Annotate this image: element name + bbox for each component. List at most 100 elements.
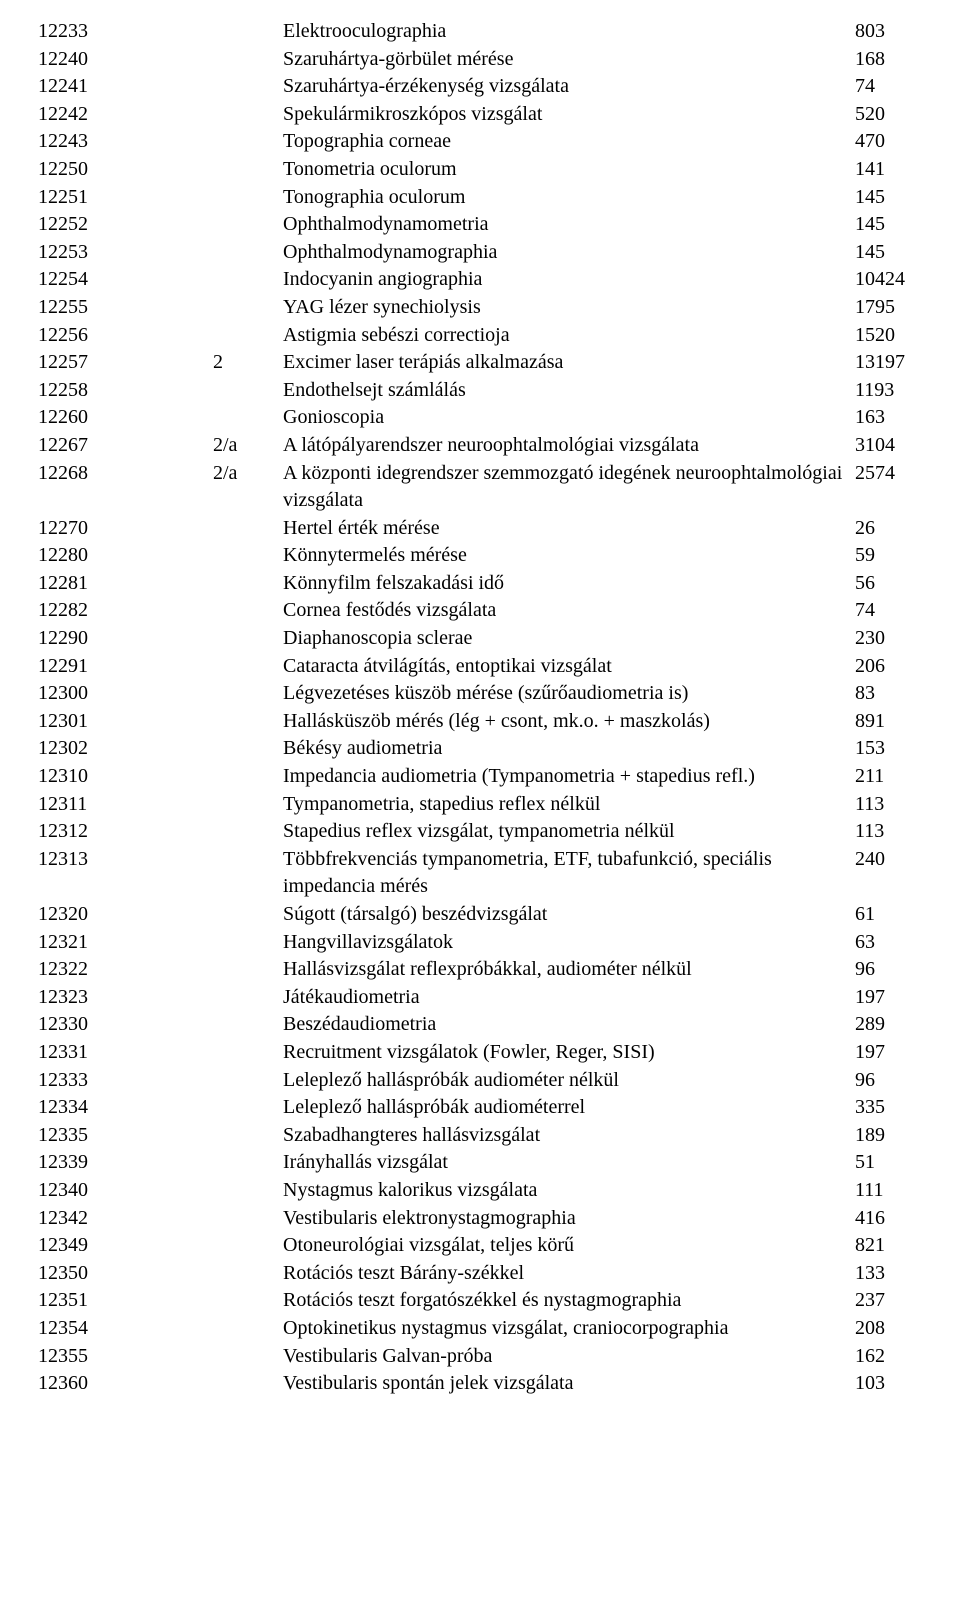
code-cell: 12281 bbox=[0, 570, 213, 598]
table-row: 12253Ophthalmodynamographia145 bbox=[0, 239, 960, 267]
description-cell: Szaruhártya-érzékenység vizsgálata bbox=[283, 73, 855, 101]
table-row: 12252Ophthalmodynamometria145 bbox=[0, 211, 960, 239]
code-cell: 12243 bbox=[0, 128, 213, 156]
code-cell: 12242 bbox=[0, 101, 213, 129]
code-cell: 12360 bbox=[0, 1370, 213, 1398]
table-row: 12233Elektrooculographia803 bbox=[0, 18, 960, 46]
value-cell: 113 bbox=[855, 818, 960, 846]
code-cell: 12267 bbox=[0, 432, 213, 460]
table-row: 12351Rotációs teszt forgatószékkel és ny… bbox=[0, 1287, 960, 1315]
table-row: 12243Topographia corneae470 bbox=[0, 128, 960, 156]
table-row: 12251Tonographia oculorum145 bbox=[0, 184, 960, 212]
table-row: 12323Játékaudiometria197 bbox=[0, 984, 960, 1012]
value-cell: 56 bbox=[855, 570, 960, 598]
description-cell: Súgott (társalgó) beszédvizsgálat bbox=[283, 901, 855, 929]
description-cell: Rotációs teszt Bárány-székkel bbox=[283, 1260, 855, 1288]
table-row: 12301Hallásküszöb mérés (lég + csont, mk… bbox=[0, 708, 960, 736]
value-cell: 141 bbox=[855, 156, 960, 184]
description-cell: Vestibularis spontán jelek vizsgálata bbox=[283, 1370, 855, 1398]
value-cell: 189 bbox=[855, 1122, 960, 1150]
table-row: 12339Irányhallás vizsgálat51 bbox=[0, 1149, 960, 1177]
description-cell: Hallásvizsgálat reflexpróbákkal, audiomé… bbox=[283, 956, 855, 984]
description-cell: Hertel érték mérése bbox=[283, 515, 855, 543]
value-cell: 335 bbox=[855, 1094, 960, 1122]
value-cell: 891 bbox=[855, 708, 960, 736]
description-cell: Irányhallás vizsgálat bbox=[283, 1149, 855, 1177]
value-cell: 168 bbox=[855, 46, 960, 74]
table-row: 12350Rotációs teszt Bárány-székkel133 bbox=[0, 1260, 960, 1288]
value-cell: 206 bbox=[855, 653, 960, 681]
description-cell: Békésy audiometria bbox=[283, 735, 855, 763]
value-cell: 74 bbox=[855, 597, 960, 625]
value-cell: 59 bbox=[855, 542, 960, 570]
description-cell: Szaruhártya-görbület mérése bbox=[283, 46, 855, 74]
code-cell: 12310 bbox=[0, 763, 213, 791]
description-cell: Tonometria oculorum bbox=[283, 156, 855, 184]
description-cell: Hallásküszöb mérés (lég + csont, mk.o. +… bbox=[283, 708, 855, 736]
table-row: 12282 Cornea festődés vizsgálata74 bbox=[0, 597, 960, 625]
description-cell: Diaphanoscopia sclerae bbox=[283, 625, 855, 653]
description-cell: Cataracta átvilágítás, entoptikai vizsgá… bbox=[283, 653, 855, 681]
value-cell: 208 bbox=[855, 1315, 960, 1343]
table-row: 12270Hertel érték mérése26 bbox=[0, 515, 960, 543]
code-cell: 12321 bbox=[0, 929, 213, 957]
description-cell: Astigmia sebészi correctioja bbox=[283, 322, 855, 350]
description-cell: Ophthalmodynamographia bbox=[283, 239, 855, 267]
code-cell: 12270 bbox=[0, 515, 213, 543]
code-cell: 12280 bbox=[0, 542, 213, 570]
value-cell: 289 bbox=[855, 1011, 960, 1039]
description-cell: A központi idegrendszer szemmozgató ideg… bbox=[283, 460, 855, 515]
table-row: 12320Súgott (társalgó) beszédvizsgálat61 bbox=[0, 901, 960, 929]
table-row: 12260Gonioscopia163 bbox=[0, 404, 960, 432]
description-cell: Beszédaudiometria bbox=[283, 1011, 855, 1039]
code-cell: 12349 bbox=[0, 1232, 213, 1260]
value-cell: 237 bbox=[855, 1287, 960, 1315]
table-row: 12290Diaphanoscopia sclerae230 bbox=[0, 625, 960, 653]
description-cell: A látópályarendszer neuroophtalmológiai … bbox=[283, 432, 855, 460]
value-cell: 211 bbox=[855, 763, 960, 791]
description-cell: Otoneurológiai vizsgálat, teljes körű bbox=[283, 1232, 855, 1260]
table-row: 12334Leleplező halláspróbák audiométerre… bbox=[0, 1094, 960, 1122]
description-cell: Vestibularis Galvan-próba bbox=[283, 1343, 855, 1371]
value-cell: 2574 bbox=[855, 460, 960, 488]
code-cell: 12342 bbox=[0, 1205, 213, 1233]
code-cell: 12312 bbox=[0, 818, 213, 846]
description-cell: Topographia corneae bbox=[283, 128, 855, 156]
value-cell: 10424 bbox=[855, 266, 960, 294]
table-row: 12312 Stapedius reflex vizsgálat, tympano… bbox=[0, 818, 960, 846]
description-cell: Tonographia oculorum bbox=[283, 184, 855, 212]
value-cell: 153 bbox=[855, 735, 960, 763]
code-cell: 12335 bbox=[0, 1122, 213, 1150]
description-cell: Excimer laser terápiás alkalmazása bbox=[283, 349, 855, 377]
description-cell: Hangvillavizsgálatok bbox=[283, 929, 855, 957]
table-row: 12360 Vestibularis spontán jelek vizsgála… bbox=[0, 1370, 960, 1398]
document-table: 12233Elektrooculographia80312240Szaruhár… bbox=[0, 18, 960, 1398]
table-row: 12242 Spekulármikroszkópos vizsgálat520 bbox=[0, 101, 960, 129]
table-row: 12291Cataracta átvilágítás, entoptikai v… bbox=[0, 653, 960, 681]
value-cell: 520 bbox=[855, 101, 960, 129]
value-cell: 162 bbox=[855, 1343, 960, 1371]
value-cell: 1193 bbox=[855, 377, 960, 405]
code-cell: 12257 bbox=[0, 349, 213, 377]
code-cell: 12254 bbox=[0, 266, 213, 294]
code-cell: 12241 bbox=[0, 73, 213, 101]
value-cell: 96 bbox=[855, 956, 960, 984]
code-cell: 12331 bbox=[0, 1039, 213, 1067]
code-cell: 12322 bbox=[0, 956, 213, 984]
description-cell: Szabadhangteres hallásvizsgálat bbox=[283, 1122, 855, 1150]
code-cell: 12282 bbox=[0, 597, 213, 625]
table-row: 12258Endothelsejt számlálás1193 bbox=[0, 377, 960, 405]
table-row: 122682/aA központi idegrendszer szemmozg… bbox=[0, 460, 960, 515]
description-cell: Cornea festődés vizsgálata bbox=[283, 597, 855, 625]
code-cell: 12253 bbox=[0, 239, 213, 267]
table-row: 12256Astigmia sebészi correctioja1520 bbox=[0, 322, 960, 350]
description-cell: Ophthalmodynamometria bbox=[283, 211, 855, 239]
description-cell: Légvezetéses küszöb mérése (szűrőaudiome… bbox=[283, 680, 855, 708]
note-cell: 2/a bbox=[213, 460, 283, 488]
description-cell: Stapedius reflex vizsgálat, tympanometri… bbox=[283, 818, 855, 846]
table-row: 12322 Hallásvizsgálat reflexpróbákkal, au… bbox=[0, 956, 960, 984]
description-cell: Spekulármikroszkópos vizsgálat bbox=[283, 101, 855, 129]
code-cell: 12260 bbox=[0, 404, 213, 432]
value-cell: 1795 bbox=[855, 294, 960, 322]
table-row: 12241Szaruhártya-érzékenység vizsgálata7… bbox=[0, 73, 960, 101]
